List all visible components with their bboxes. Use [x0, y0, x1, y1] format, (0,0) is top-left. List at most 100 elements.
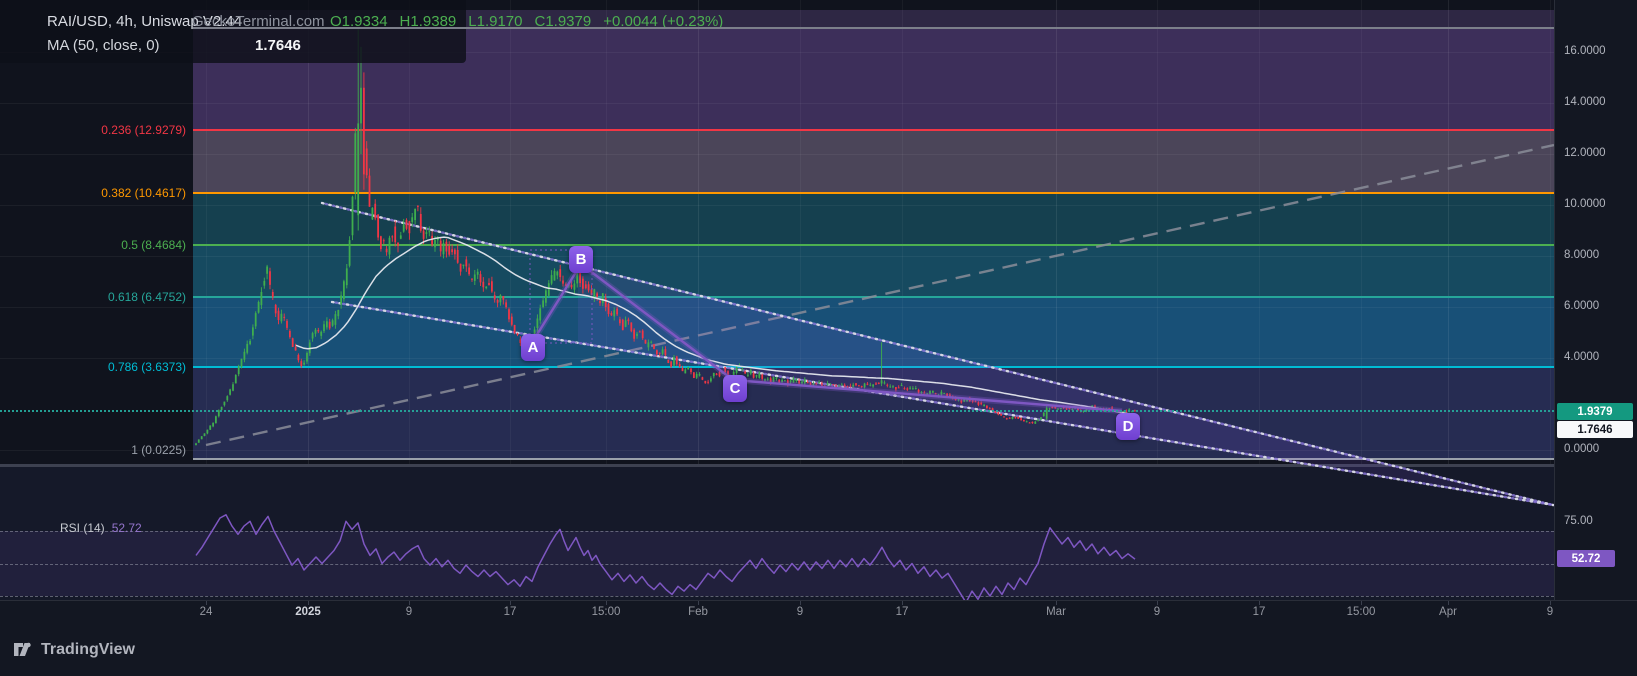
- pattern-point-b[interactable]: B: [569, 246, 593, 273]
- time-axis[interactable]: 24 2025 9 17 15:00 Feb 9 17 Mar 9 17 15:00 Apr 9: [0, 600, 1637, 623]
- time-tick-label: 9: [1153, 606, 1161, 618]
- data-source-label: GeckoTerminal.com: [192, 13, 325, 30]
- time-tick-label: 2025: [295, 606, 321, 618]
- time-tick-label: Mar: [1046, 606, 1066, 618]
- time-tick: [1448, 601, 1449, 605]
- v-gridline: [1056, 0, 1057, 600]
- ma-indicator-value: 1.7646: [255, 37, 301, 54]
- rsi-dashed-level: [0, 564, 1554, 565]
- current-price-line: [0, 410, 1554, 412]
- time-tick: [1157, 601, 1158, 605]
- chart-drawing-surface: [195, 29, 1554, 600]
- rsi-guide-band: [0, 531, 1554, 596]
- rsi-legend-row[interactable]: RSI (14) 52.72: [60, 521, 142, 535]
- last-price-badge: 1.9379: [1557, 403, 1633, 420]
- time-tick: [409, 601, 410, 605]
- close-value: C1.9379: [534, 13, 592, 30]
- change-value: +0.0044 (+0.23%): [603, 13, 724, 30]
- time-tick-label: 24: [199, 606, 213, 618]
- time-tick-label: 9: [796, 606, 804, 618]
- rsi-indicator-label: RSI (14): [60, 521, 105, 535]
- time-tick-label: 9: [1546, 606, 1554, 618]
- footer-bar: TradingView: [0, 622, 1637, 676]
- pane-divider[interactable]: [0, 464, 1637, 467]
- rsi-indicator-value: 52.72: [111, 521, 142, 535]
- fib-label-6: 1 (0.0225): [131, 443, 186, 457]
- v-gridline: [1361, 0, 1362, 600]
- ma-indicator-label: MA (50, close, 0): [47, 37, 160, 54]
- time-tick-label: 9: [405, 606, 413, 618]
- rsi-scale-label: 75.00: [1564, 515, 1593, 527]
- rsi-value-badge: 52.72: [1557, 550, 1615, 567]
- h-gridline: [0, 450, 1554, 451]
- price-pane[interactable]: 0.236 (12.9279) 0.382 (10.4617) 0.5 (8.468…: [0, 0, 1554, 600]
- time-tick-label: 15:00: [1346, 606, 1376, 618]
- price-tick-label: 12.0000: [1564, 147, 1606, 159]
- rsi-pane[interactable]: [0, 467, 1554, 600]
- time-tick: [1259, 601, 1260, 605]
- fib-band-4: [193, 245, 1554, 297]
- v-gridline: [698, 0, 699, 600]
- fib-band-2: [193, 130, 1554, 193]
- fib-band-0: [193, 10, 1554, 28]
- rsi-line: [195, 514, 1136, 600]
- price-tick-label: 14.0000: [1564, 96, 1606, 108]
- time-tick: [206, 601, 207, 605]
- pattern-point-c[interactable]: C: [723, 375, 747, 402]
- price-tick-label: 6.0000: [1564, 300, 1600, 312]
- price-tick-label: 10.0000: [1564, 198, 1606, 210]
- wedge-dotted-line-accent: [320, 201, 1554, 507]
- fib-label-4: 0.618 (6.4752): [107, 290, 186, 304]
- price-tick-label: 0.0000: [1564, 443, 1600, 455]
- v-gridline: [308, 0, 309, 600]
- fib-band-3: [193, 193, 1554, 245]
- price-tick-label: 4.0000: [1564, 351, 1600, 363]
- fib-band-5: [193, 297, 1554, 367]
- low-value: L1.9170: [468, 13, 523, 30]
- h-gridline: [0, 358, 1554, 359]
- fib-line-3[interactable]: [193, 244, 1554, 246]
- fib-line-6[interactable]: [193, 458, 1554, 460]
- h-gridline: [0, 52, 1554, 53]
- fib-line-1[interactable]: [193, 129, 1554, 131]
- ma-value-badge: 1.7646: [1557, 421, 1633, 438]
- fib-band-6: [193, 367, 1554, 459]
- fib-label-2: 0.382 (10.4617): [101, 186, 186, 200]
- time-tick-label: 15:00: [591, 606, 621, 618]
- ascending-support-trendline: [205, 143, 1554, 447]
- time-tick: [1056, 601, 1057, 605]
- time-tick: [510, 601, 511, 605]
- tradingview-logo-text: TradingView: [41, 640, 135, 658]
- tradingview-logo[interactable]: TradingView: [13, 639, 135, 660]
- h-gridline: [0, 205, 1554, 206]
- open-value: O1.9334: [330, 13, 388, 30]
- legend[interactable]: RAI/USD, 4h, Uniswap V2.44 GeckoTerminal…: [0, 0, 723, 63]
- high-value: H1.9389: [399, 13, 457, 30]
- rsi-dashed-level: [0, 531, 1554, 532]
- price-tick-label: 16.0000: [1564, 45, 1606, 57]
- time-tick-label: 17: [895, 606, 909, 618]
- fib-level-0-line[interactable]: [193, 27, 1554, 29]
- pattern-point-d[interactable]: D: [1116, 413, 1140, 440]
- v-gridline: [206, 0, 207, 600]
- symbol-title: RAI/USD, 4h, Uniswap V2.44: [47, 13, 243, 30]
- ma-legend-row[interactable]: MA (50, close, 0) 1.7646: [0, 37, 500, 55]
- time-tick: [606, 601, 607, 605]
- v-gridline: [409, 0, 410, 600]
- time-tick-label: Feb: [688, 606, 708, 618]
- v-gridline: [1157, 0, 1158, 600]
- time-tick: [902, 601, 903, 605]
- time-tick: [1361, 601, 1362, 605]
- v-gridline: [902, 0, 903, 600]
- pattern-point-a[interactable]: A: [521, 334, 545, 361]
- h-gridline: [0, 103, 1554, 104]
- time-tick: [698, 601, 699, 605]
- fib-line-2[interactable]: [193, 192, 1554, 194]
- time-tick: [1550, 601, 1551, 605]
- price-axis[interactable]: 16.0000 14.0000 12.0000 10.0000 8.0000 6.0000…: [1554, 0, 1637, 600]
- fib-line-5[interactable]: [193, 366, 1554, 368]
- time-tick: [800, 601, 801, 605]
- h-gridline: [0, 154, 1554, 155]
- price-tick-label: 8.0000: [1564, 249, 1600, 261]
